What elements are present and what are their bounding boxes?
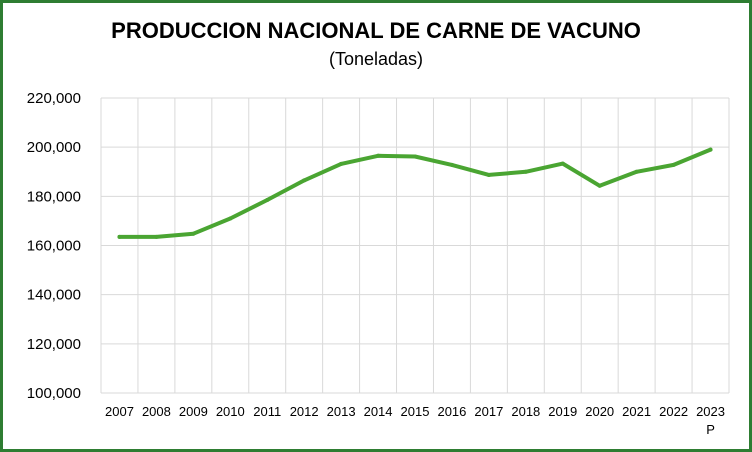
x-axis: 2007 2008 2009 2010 2011 2012 2013 2014 2015 2016…: [105, 404, 725, 437]
x-tick-label: 2019: [548, 404, 577, 419]
y-tick-label: 180,000: [27, 188, 81, 205]
data-point: [708, 147, 713, 152]
x-tick-label: 2020: [585, 404, 614, 419]
y-tick-label: 220,000: [27, 90, 81, 107]
x-tick-label: 2010: [216, 404, 245, 419]
data-point: [117, 234, 122, 239]
series-layer: [117, 147, 713, 239]
x-tick-label: 2016: [437, 404, 466, 419]
x-tick-label: 2015: [401, 404, 430, 419]
y-tick-label: 140,000: [27, 287, 81, 304]
data-point: [449, 162, 454, 167]
x-tick-label: 2023: [696, 404, 725, 419]
x-tick-label: 2007: [105, 404, 134, 419]
x-tick-label: 2008: [142, 404, 171, 419]
x-tick-sublabel: P: [706, 422, 715, 437]
y-tick-label: 160,000: [27, 238, 81, 255]
data-point: [154, 234, 159, 239]
chart-title: PRODUCCION NACIONAL DE CARNE DE VACUNO: [111, 18, 641, 43]
data-point: [265, 198, 270, 203]
data-point: [560, 161, 565, 166]
chart-subtitle: (Toneladas): [328, 49, 424, 69]
data-point: [523, 169, 528, 174]
x-tick-label: 2018: [511, 404, 540, 419]
y-tick-label: 200,000: [27, 139, 81, 156]
x-tick-label: 2012: [290, 404, 319, 419]
data-point: [413, 154, 417, 159]
x-tick-label: 2009: [179, 404, 208, 419]
x-tick-label: 2021: [622, 404, 651, 419]
x-tick-label: 2013: [327, 404, 356, 419]
x-tick-label: 2014: [364, 404, 393, 419]
data-point: [486, 172, 491, 177]
grid-lines: [100, 97, 730, 394]
x-tick-label: 2022: [659, 404, 688, 419]
data-point: [302, 178, 307, 183]
data-point: [339, 161, 344, 166]
data-point: [376, 153, 381, 158]
y-axis: 100,000 120,000 140,000 160,000 180,000 200,0…: [27, 90, 81, 402]
y-tick-label: 120,000: [27, 336, 81, 353]
y-tick-label: 100,000: [27, 385, 81, 402]
data-point: [191, 231, 196, 236]
data-point: [634, 169, 639, 174]
data-point: [228, 216, 233, 221]
data-point: [597, 183, 602, 188]
x-tick-label: 2011: [253, 404, 281, 419]
data-point: [671, 162, 676, 167]
x-tick-label: 2017: [474, 404, 503, 419]
series-line: [117, 147, 713, 239]
